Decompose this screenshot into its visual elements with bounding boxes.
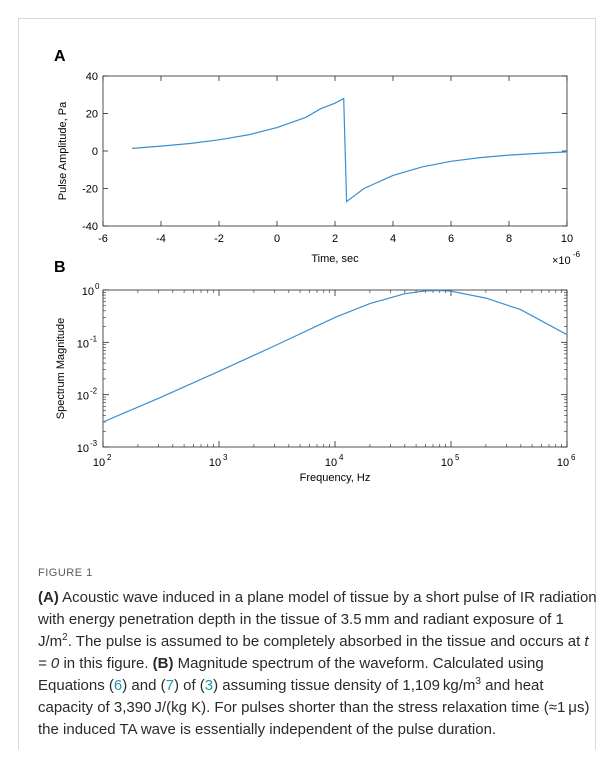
plot-b-x-tick-base: 10 <box>209 457 221 469</box>
caption-a-math: t = 0 <box>38 633 589 672</box>
plot-b-x-tick-exp: 3 <box>223 453 228 462</box>
plot-a-x-scale-power: -6 <box>573 250 581 259</box>
plot-a-y-tick-label: 40 <box>86 71 98 83</box>
plot-b-x-tick-exp: 4 <box>339 453 344 462</box>
caption-b-sup: 3 <box>475 676 481 687</box>
plot-a-x-tick-label: 6 <box>448 233 454 245</box>
caption-a-sup: 2 <box>62 632 68 643</box>
plot-a-y-tick-label: -20 <box>82 184 98 196</box>
reference-link-3[interactable]: 3 <box>204 677 214 694</box>
equation-link-6[interactable]: 6 <box>113 677 123 694</box>
plot-a-x-tick-label: -2 <box>214 233 224 245</box>
plot-a-y-tick-label: 20 <box>86 109 98 121</box>
plot-b-y-tick-base: 10 <box>77 391 89 403</box>
plot-a-x-tick-label: 2 <box>332 233 338 245</box>
panel-b-label: B <box>54 259 66 276</box>
caption-a-label: (A) <box>38 589 59 606</box>
plot-b-x-tick-base: 10 <box>557 457 569 469</box>
plot-b-y-tick-base: 10 <box>77 443 89 455</box>
plot-b-y-axis-label: Spectrum Magnitude <box>55 318 67 420</box>
plot-b-spectrum-line <box>102 289 568 423</box>
plot-a-x-tick-label: -6 <box>98 233 108 245</box>
plot-a-x-scale-factor: ×10 <box>552 255 571 267</box>
figure-caption: FIGURE 1 (A) Acoustic wave induced in a … <box>38 567 598 741</box>
plot-a-axes-box <box>102 75 568 227</box>
caption-b-text4: ) assuming tissue density of 1,109 kg/m <box>213 677 476 694</box>
plot-b-y-tick-base: 10 <box>82 286 94 298</box>
plot-a-x-tick-label: -4 <box>156 233 166 245</box>
caption-b-text3: ) of ( <box>173 677 205 694</box>
plot-a-y-tick-label: -40 <box>82 221 98 233</box>
plot-a-x-tick-label: 10 <box>561 233 573 245</box>
plot-b-x-tick-exp: 2 <box>107 453 112 462</box>
plot-b-y-tick-exp: -3 <box>90 439 98 448</box>
caption-a-text3: in this figure. <box>59 655 153 672</box>
plot-b-x-tick-exp: 5 <box>455 453 460 462</box>
plot-b-y-tick-exp: 0 <box>95 282 100 291</box>
caption-b-label: (B) <box>152 655 174 672</box>
plot-a-y-axis-label: Pulse Amplitude, Pa <box>57 101 69 200</box>
panel-a-label: A <box>54 48 66 65</box>
equation-link-7[interactable]: 7 <box>165 677 174 694</box>
figure-frame <box>18 18 596 750</box>
plot-a-pulse-line <box>131 97 568 203</box>
chart-b: 10 2 10 3 10 4 10 5 10 610 -310 -210 -110 0Frequency,… <box>55 282 576 484</box>
plot-a-x-tick-label: 4 <box>390 233 396 245</box>
plot-b-x-tick-base: 10 <box>325 457 337 469</box>
plot-b-x-tick-base: 10 <box>441 457 453 469</box>
figure-label: FIGURE 1 <box>38 567 93 579</box>
plot-b-y-tick-exp: -1 <box>90 334 98 343</box>
plot-a-x-tick-label: 8 <box>506 233 512 245</box>
plot-b-y-tick-exp: -2 <box>90 387 98 396</box>
plot-a-x-axis-label: Time, sec <box>311 253 359 265</box>
plot-b-axes-box <box>102 289 568 448</box>
plot-b-x-tick-exp: 6 <box>571 453 576 462</box>
caption-a-text: Acoustic wave induced in a plane model o… <box>38 589 597 650</box>
plot-b-x-tick-base: 10 <box>93 457 105 469</box>
caption-text: (A) Acoustic wave induced in a plane mod… <box>38 587 598 741</box>
plot-b-y-tick-base: 10 <box>77 338 89 350</box>
caption-b-text: Magnitude spectrum of the waveform. Calc… <box>38 655 544 694</box>
plot-a-y-tick-label: 0 <box>92 146 98 158</box>
caption-a-text2: . The pulse is assumed to be completely … <box>67 633 585 650</box>
plot-a-x-tick-label: 0 <box>274 233 280 245</box>
plot-b-x-axis-label: Frequency, Hz <box>300 472 371 484</box>
caption-b-text2: ) and ( <box>122 677 166 694</box>
caption-b-text5: and heat capacity of 3,390 J/(kg K). For… <box>38 677 590 738</box>
